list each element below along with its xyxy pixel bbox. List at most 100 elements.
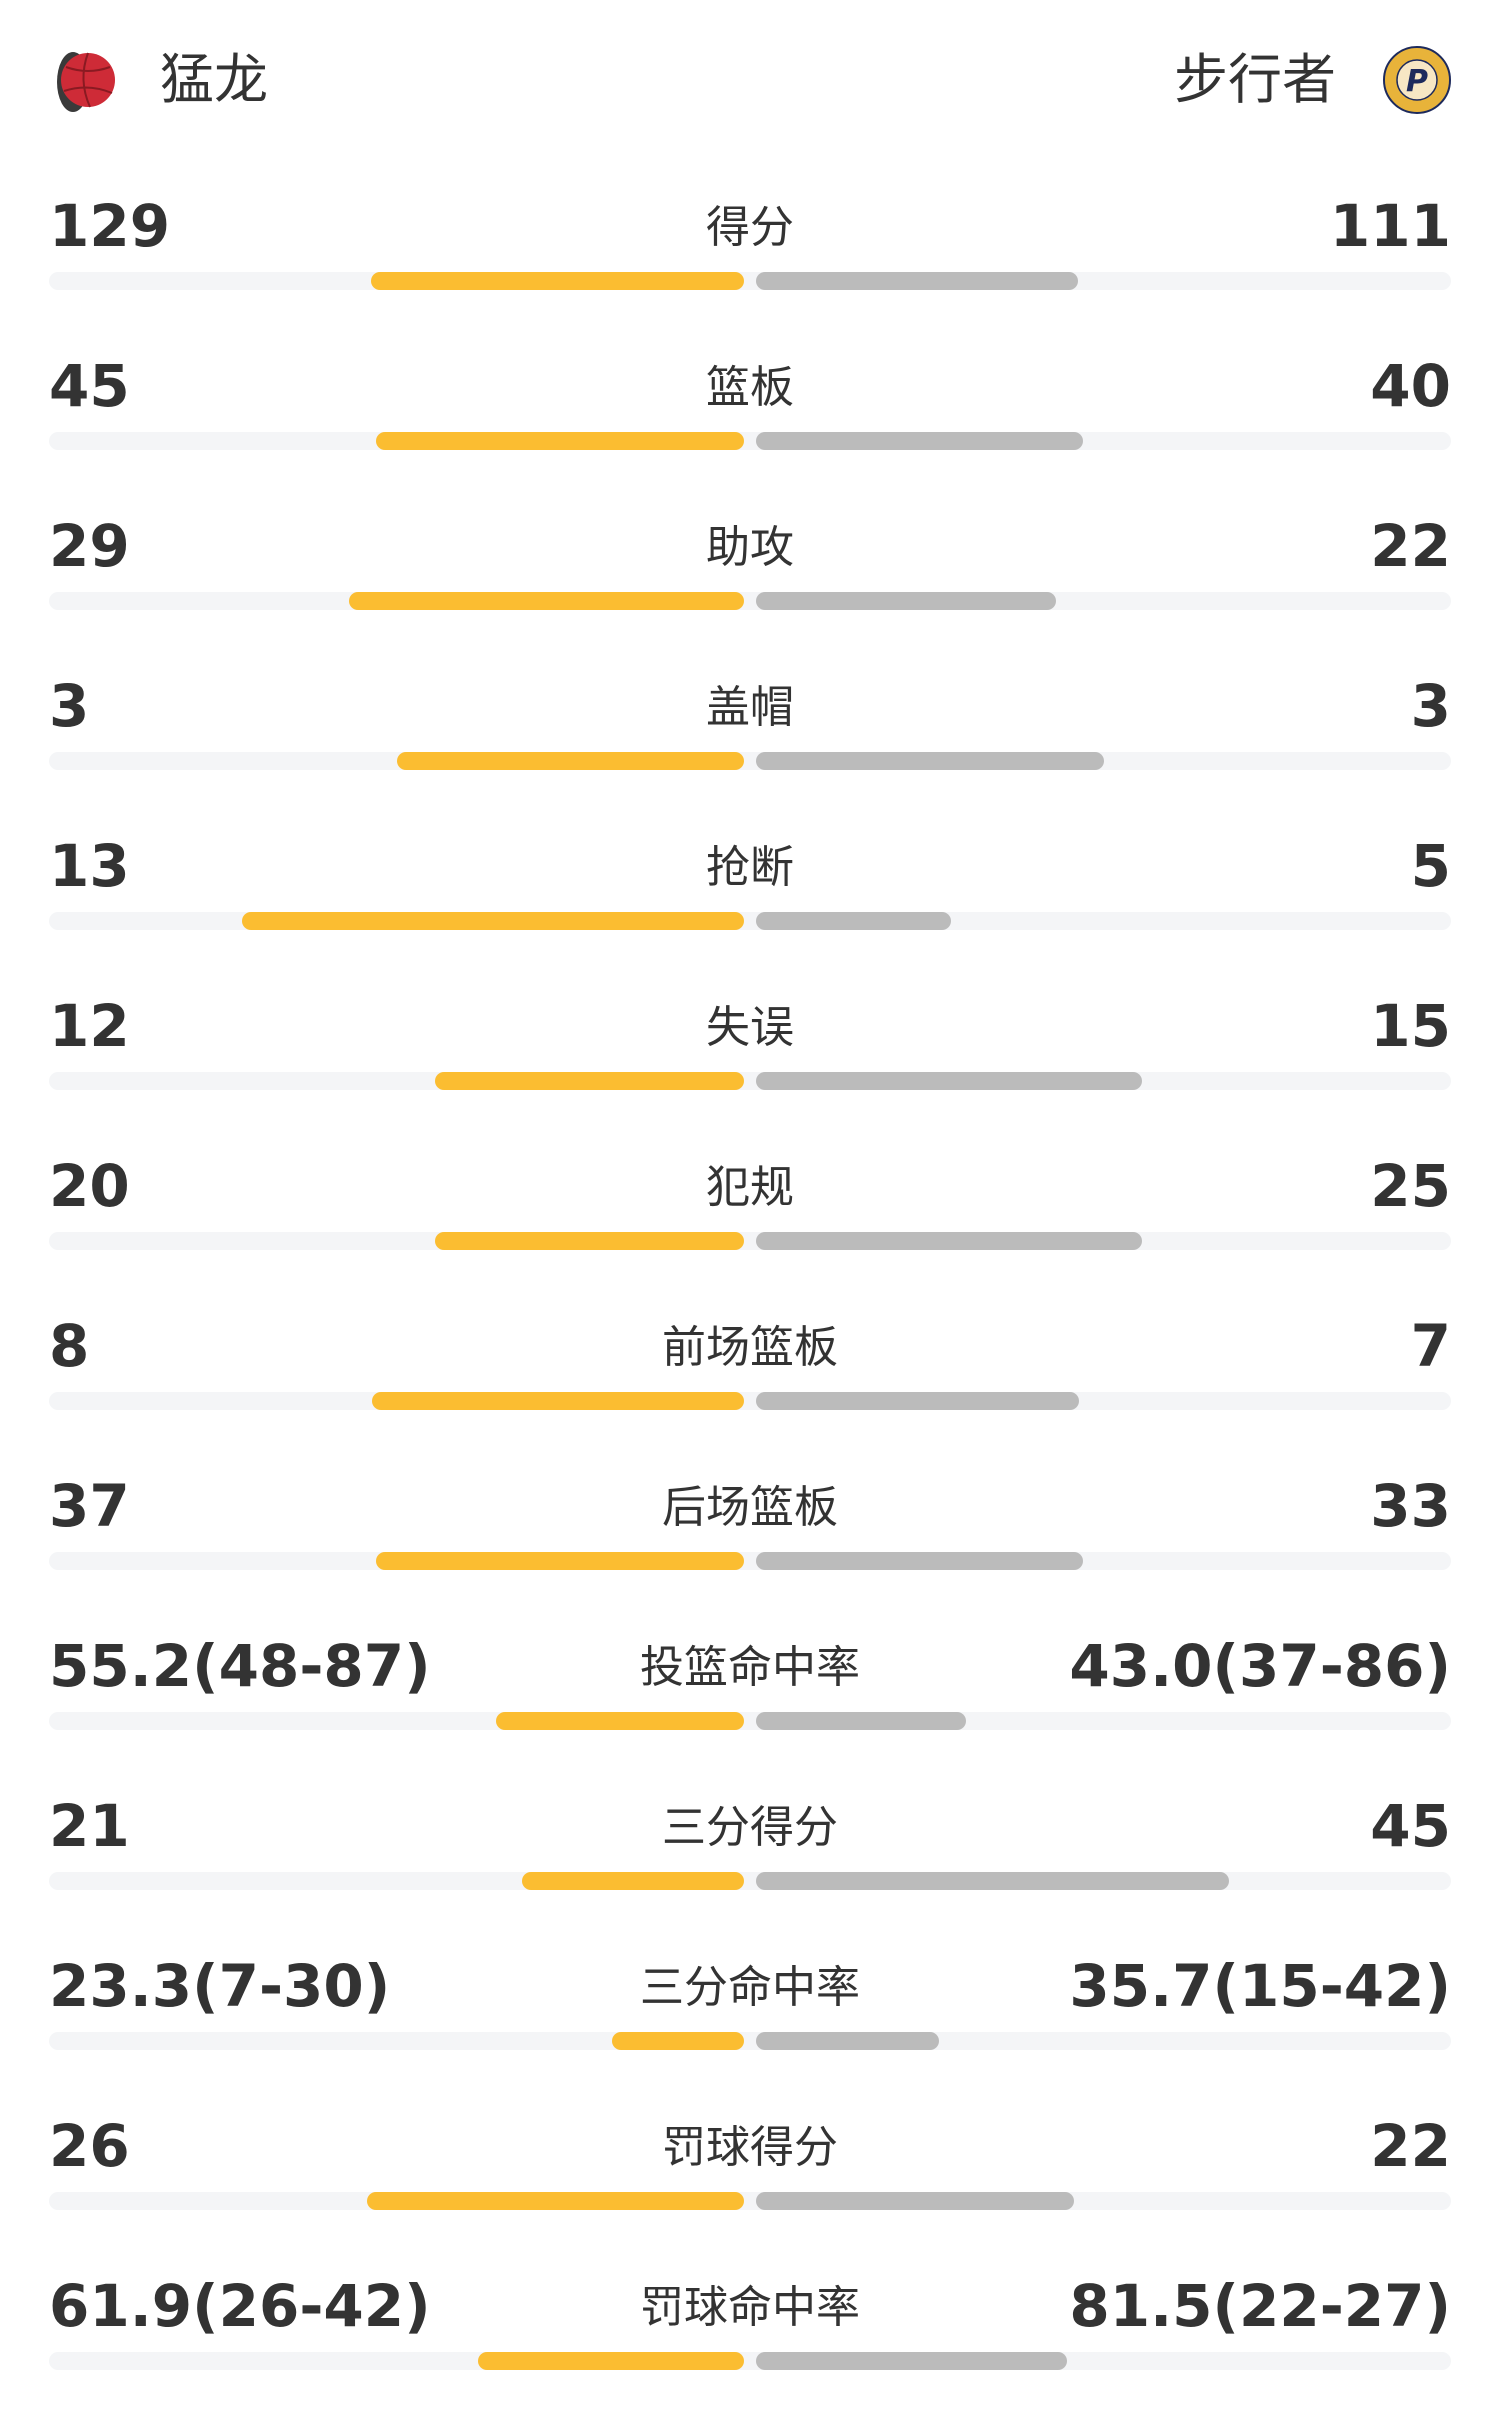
- away-value: 22: [1370, 2112, 1451, 2180]
- away-bar: [756, 1072, 1142, 1090]
- away-value: 35.7(15-42): [1069, 1952, 1451, 2020]
- home-bar: [242, 912, 744, 930]
- home-value: 13: [49, 832, 130, 900]
- home-bar: [434, 1072, 744, 1090]
- bar-track: [49, 432, 1451, 450]
- bar-track: [49, 2192, 1451, 2210]
- svg-text:P: P: [1406, 64, 1428, 99]
- away-value: 7: [1410, 1312, 1451, 1380]
- home-value: 55.2(48-87): [49, 1632, 431, 1700]
- away-value: 111: [1329, 192, 1451, 260]
- stat-label: 失误: [706, 1002, 794, 1053]
- stat-row: 26 罚球得分 22: [0, 2100, 1500, 2260]
- stat-label: 助攻: [706, 522, 794, 573]
- stat-row: 37 后场篮板 33: [0, 1460, 1500, 1620]
- away-value: 15: [1370, 992, 1451, 1060]
- stat-label: 罚球得分: [662, 2122, 838, 2173]
- stat-row: 45 篮板 40: [0, 340, 1500, 500]
- away-value: 5: [1410, 832, 1451, 900]
- away-bar: [756, 1552, 1084, 1570]
- away-bar: [756, 2352, 1067, 2370]
- home-value: 26: [49, 2112, 130, 2180]
- away-bar: [756, 752, 1104, 770]
- stat-row: 29 助攻 22: [0, 500, 1500, 660]
- bar-track: [49, 592, 1451, 610]
- stat-label: 抢断: [706, 842, 794, 893]
- bar-track: [49, 1232, 1451, 1250]
- home-value: 45: [49, 352, 130, 420]
- stat-label: 投篮命中率: [640, 1642, 860, 1693]
- stat-row: 3 盖帽 3: [0, 660, 1500, 820]
- away-bar: [756, 2032, 940, 2050]
- away-bar: [756, 912, 951, 930]
- raptors-logo-icon: [57, 52, 115, 112]
- stat-label: 三分命中率: [640, 1962, 860, 2013]
- bar-track: [49, 2352, 1451, 2370]
- stat-label: 前场篮板: [662, 1322, 838, 1373]
- home-value: 20: [49, 1152, 130, 1220]
- away-value: 45: [1370, 1792, 1451, 1860]
- home-bar: [434, 1232, 744, 1250]
- away-bar: [756, 432, 1084, 450]
- home-bar: [348, 592, 744, 610]
- home-bar: [376, 432, 744, 450]
- home-value: 23.3(7-30): [49, 1952, 391, 2020]
- away-bar: [756, 592, 1056, 610]
- team-header: 猛龙 步行者 P: [0, 0, 1500, 160]
- home-value: 8: [49, 1312, 90, 1380]
- home-bar: [611, 2032, 744, 2050]
- away-value: 33: [1370, 1472, 1451, 1540]
- bar-track: [49, 1392, 1451, 1410]
- home-value: 61.9(26-42): [49, 2272, 431, 2340]
- away-value: 81.5(22-27): [1069, 2272, 1451, 2340]
- bar-track: [49, 1712, 1451, 1730]
- stat-row: 55.2(48-87) 投篮命中率 43.0(37-86): [0, 1620, 1500, 1780]
- home-bar: [396, 752, 744, 770]
- stat-row: 23.3(7-30) 三分命中率 35.7(15-42): [0, 1940, 1500, 2100]
- away-value: 40: [1370, 352, 1451, 420]
- bar-track: [49, 1872, 1451, 1890]
- away-bar: [756, 1392, 1080, 1410]
- stat-row: 129 得分 111: [0, 180, 1500, 340]
- away-bar: [756, 1712, 966, 1730]
- bar-track: [49, 2032, 1451, 2050]
- home-value: 129: [49, 192, 171, 260]
- away-value: 25: [1370, 1152, 1451, 1220]
- away-bar: [756, 272, 1078, 290]
- stat-label: 篮板: [706, 362, 794, 413]
- stat-row: 13 抢断 5: [0, 820, 1500, 980]
- away-bar: [756, 2192, 1075, 2210]
- home-bar: [367, 2192, 744, 2210]
- bar-track: [49, 1552, 1451, 1570]
- away-value: 43.0(37-86): [1069, 1632, 1451, 1700]
- stat-label: 得分: [706, 202, 794, 253]
- home-value: 29: [49, 512, 130, 580]
- bar-track: [49, 1072, 1451, 1090]
- home-bar: [477, 2352, 744, 2370]
- stat-row: 12 失误 15: [0, 980, 1500, 1140]
- home-value: 37: [49, 1472, 130, 1540]
- stat-row: 61.9(26-42) 罚球命中率 81.5(22-27): [0, 2260, 1500, 2420]
- away-value: 3: [1410, 672, 1451, 740]
- stat-row: 8 前场篮板 7: [0, 1300, 1500, 1460]
- home-bar: [370, 272, 744, 290]
- home-bar: [372, 1392, 744, 1410]
- bar-track: [49, 272, 1451, 290]
- away-bar: [756, 1872, 1229, 1890]
- away-bar: [756, 1232, 1142, 1250]
- stat-label: 罚球命中率: [640, 2282, 860, 2333]
- home-value: 21: [49, 1792, 130, 1860]
- stat-row: 20 犯规 25: [0, 1140, 1500, 1300]
- home-value: 12: [49, 992, 130, 1060]
- home-bar: [376, 1552, 744, 1570]
- bar-track: [49, 752, 1451, 770]
- stat-label: 盖帽: [706, 682, 794, 733]
- pacers-logo-icon: P: [1383, 46, 1451, 114]
- stat-label: 三分得分: [662, 1802, 838, 1853]
- stat-row: 21 三分得分 45: [0, 1780, 1500, 1940]
- away-value: 22: [1370, 512, 1451, 580]
- home-team-name: 猛龙: [160, 48, 268, 111]
- home-bar: [521, 1872, 744, 1890]
- home-value: 3: [49, 672, 90, 740]
- stat-label: 后场篮板: [662, 1482, 838, 1533]
